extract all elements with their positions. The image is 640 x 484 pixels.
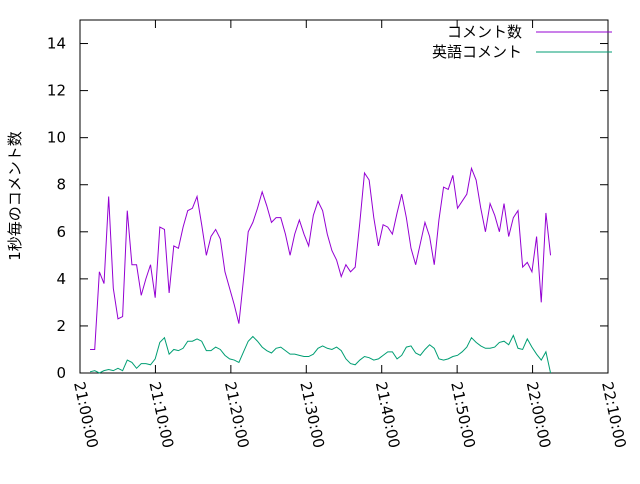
y-tick-label: 8 [56,176,66,194]
series-line [90,166,552,350]
y-tick-label: 6 [56,223,66,241]
y-tick-label: 14 [47,35,66,53]
plot-border [79,19,609,374]
x-tick-label: 21:00:00 [70,380,102,450]
x-tick-label: 21:10:00 [146,380,178,450]
x-tick-label: 21:40:00 [372,380,404,450]
y-tick-label: 10 [47,129,66,147]
x-tick-label: 22:10:00 [598,380,630,450]
y-tick-label: 4 [56,270,66,288]
legend-label: 英語コメント [432,43,522,61]
x-tick-label: 21:20:00 [221,380,253,450]
y-tick-label: 2 [56,317,66,335]
y-tick-label: 12 [47,82,66,100]
y-axis-label: 1秒毎のコメント数 [6,131,24,261]
x-tick-label: 21:50:00 [447,380,479,450]
x-tick-label: 22:00:00 [523,380,555,450]
y-tick-label: 0 [56,364,66,382]
series-line [89,334,552,374]
x-tick-label: 21:30:00 [296,380,328,450]
legend-label: コメント数 [447,23,522,41]
